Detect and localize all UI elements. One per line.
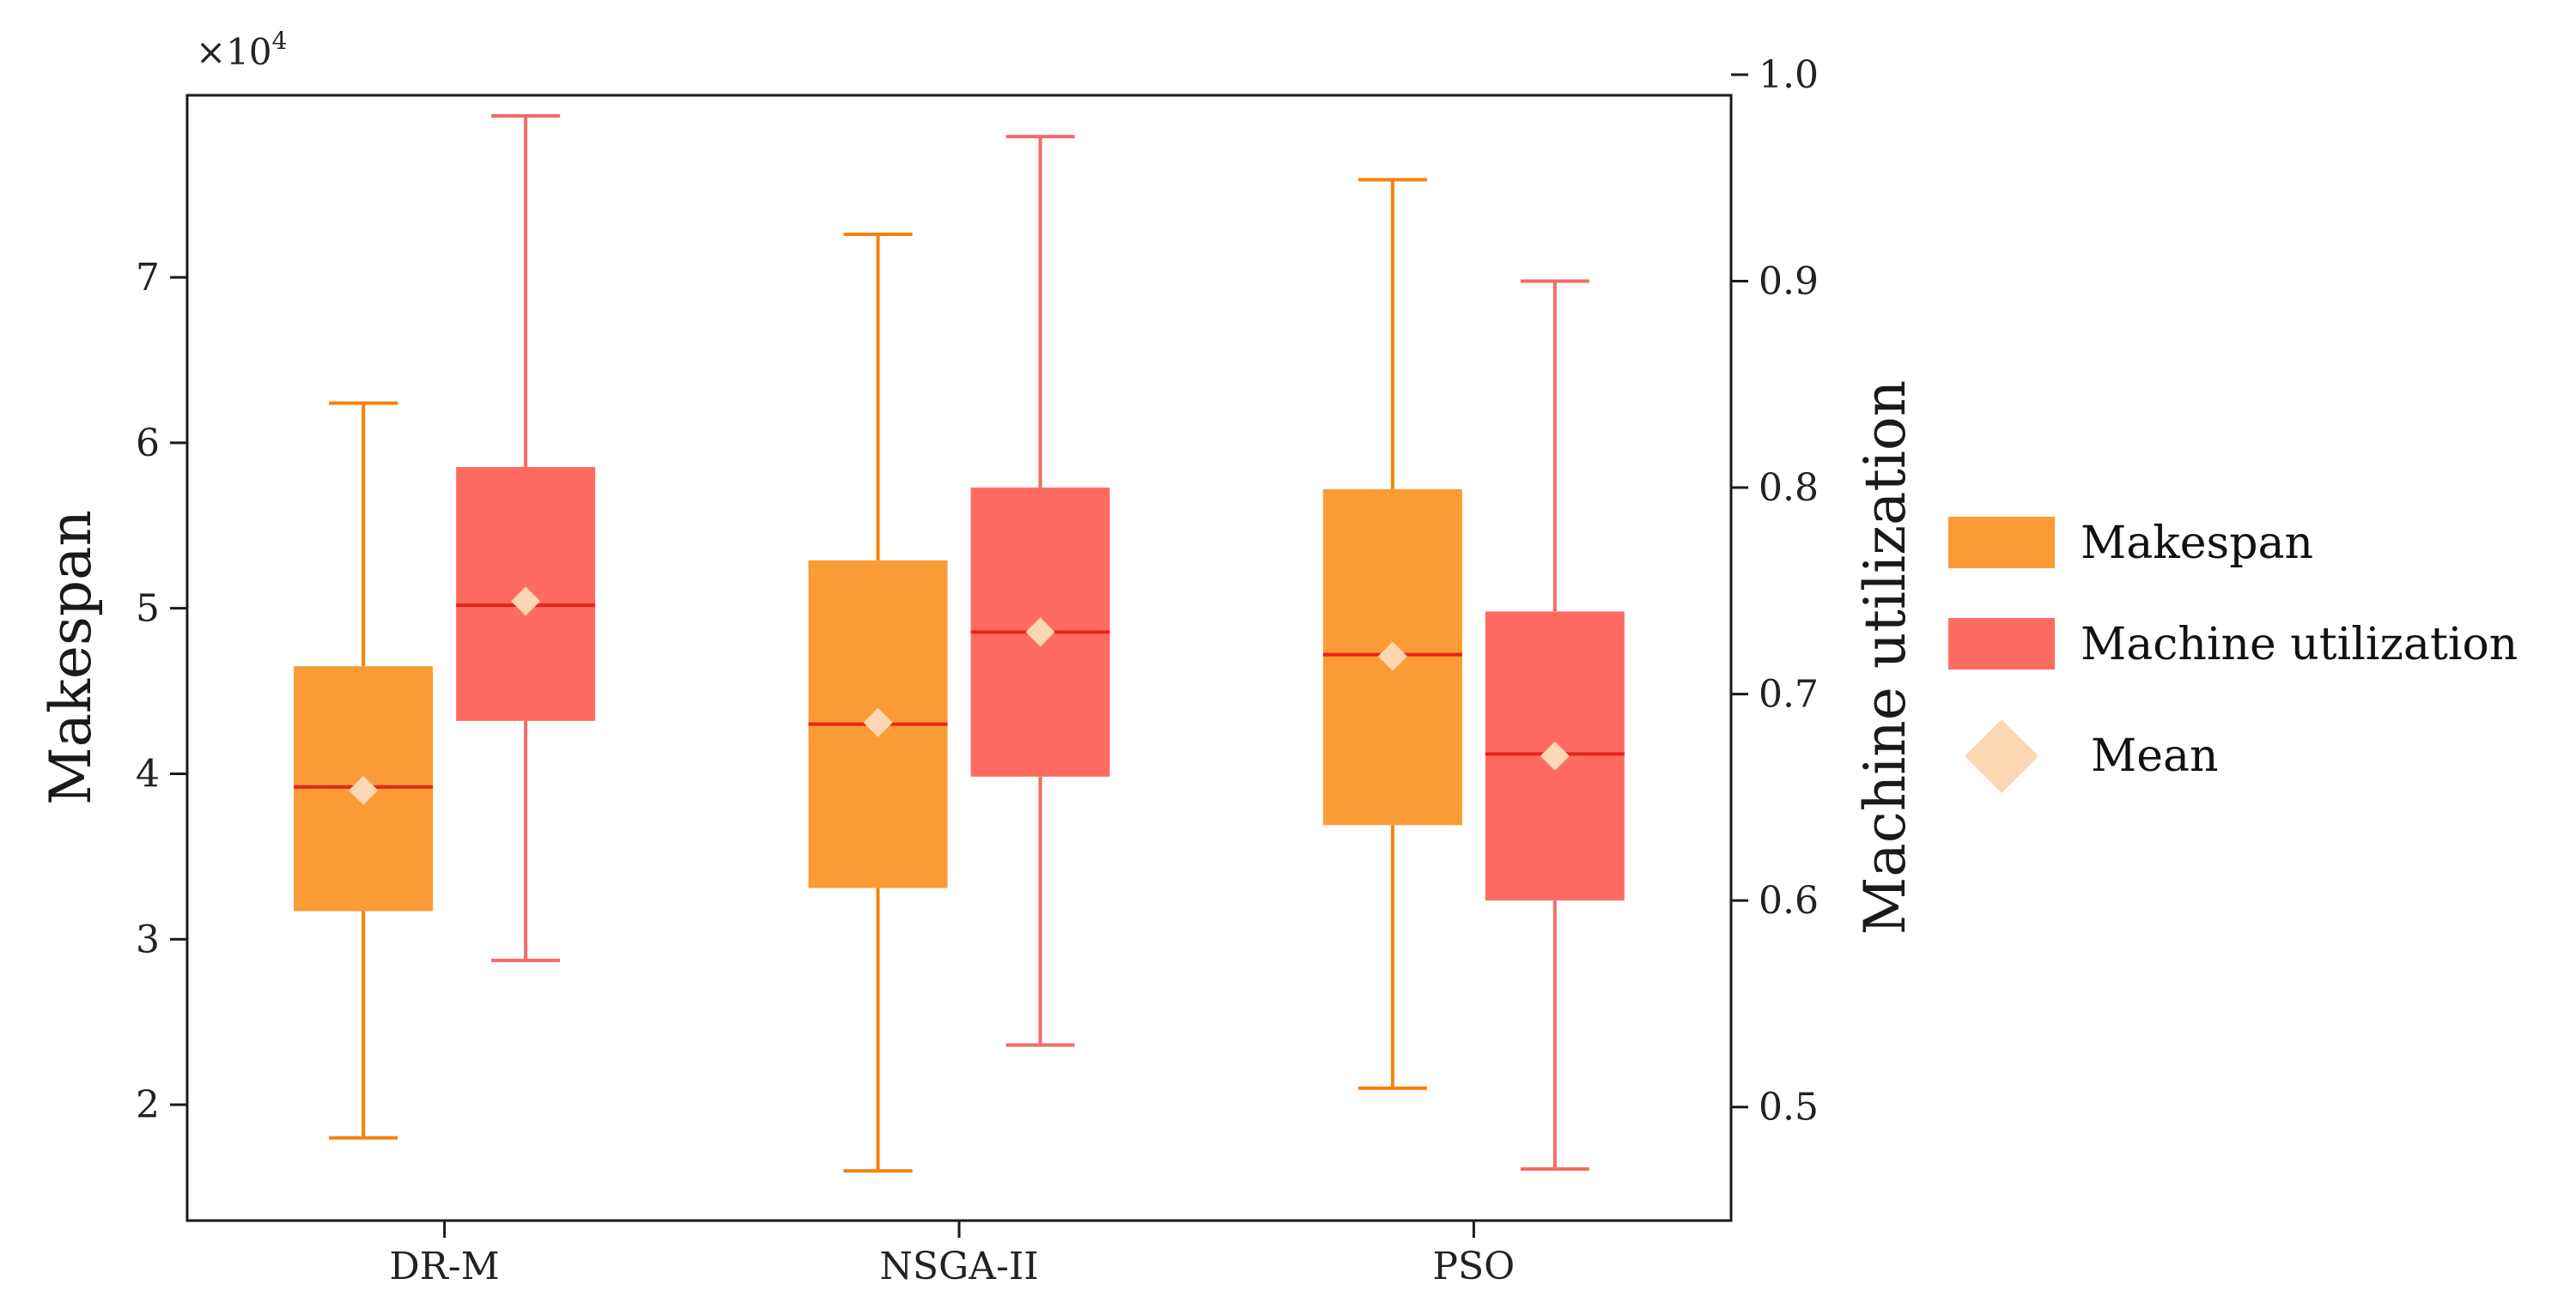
legend-marker-mean xyxy=(1965,719,2038,793)
right-tick-label: 0.7 xyxy=(1759,673,1819,717)
mean-marker xyxy=(1540,741,1570,771)
left-tick-label: 7 xyxy=(136,256,160,300)
right-tick-label: 0.9 xyxy=(1759,259,1819,303)
right-axis: 0.5 0.6 0.7 0.8 0.9 1.0 xyxy=(1731,53,1819,1130)
mean-marker xyxy=(863,707,893,737)
plot-frame xyxy=(185,94,1733,1222)
box-makespan xyxy=(1322,178,1462,1090)
right-tick-label: 0.5 xyxy=(1759,1086,1819,1130)
left-axis: 2 3 4 5 6 7 xyxy=(136,256,187,1127)
box-series xyxy=(294,114,1625,1173)
box-makespan xyxy=(294,401,434,1140)
right-tick-label: 0.6 xyxy=(1759,879,1819,923)
left-tick-label: 3 xyxy=(136,918,160,961)
x-tick-label: NSGA-II xyxy=(879,1245,1038,1288)
box-machine-utilization xyxy=(1485,279,1625,1171)
legend-label-machine-utilization: Machine utilization xyxy=(2081,619,2518,670)
box-machine-utilization xyxy=(456,114,596,962)
y-multiplier-label: ×104 xyxy=(196,27,287,73)
left-tick-label: 4 xyxy=(136,752,160,796)
x-axis: DR-M NSGA-II PSO xyxy=(390,1221,1515,1288)
legend-label-mean: Mean xyxy=(2091,730,2219,782)
mean-marker xyxy=(349,775,379,805)
right-tick-label: 0.8 xyxy=(1759,466,1819,510)
left-tick-label: 6 xyxy=(136,421,160,465)
box-makespan xyxy=(808,232,948,1173)
left-tick-label: 5 xyxy=(136,587,160,631)
legend: Makespan Machine utilization Mean xyxy=(1948,517,2518,793)
y-multiplier-exponent: 4 xyxy=(272,27,288,55)
mean-marker xyxy=(511,586,541,616)
x-tick-label: DR-M xyxy=(390,1245,500,1288)
right-tick-label: 1.0 xyxy=(1759,53,1819,97)
y-multiplier-base: ×10 xyxy=(196,31,272,73)
mean-marker xyxy=(1377,641,1407,671)
legend-label-makespan: Makespan xyxy=(2081,518,2313,569)
legend-swatch-makespan xyxy=(1948,517,2055,568)
legend-swatch-machine-utilization xyxy=(1948,618,2055,670)
mean-marker xyxy=(1025,617,1055,647)
box-machine-utilization xyxy=(970,135,1110,1047)
x-tick-label: PSO xyxy=(1432,1245,1515,1288)
left-tick-label: 2 xyxy=(136,1083,160,1127)
right-axis-title: Machine utilization xyxy=(1852,380,1918,935)
left-axis-title: Makespan xyxy=(38,510,104,805)
